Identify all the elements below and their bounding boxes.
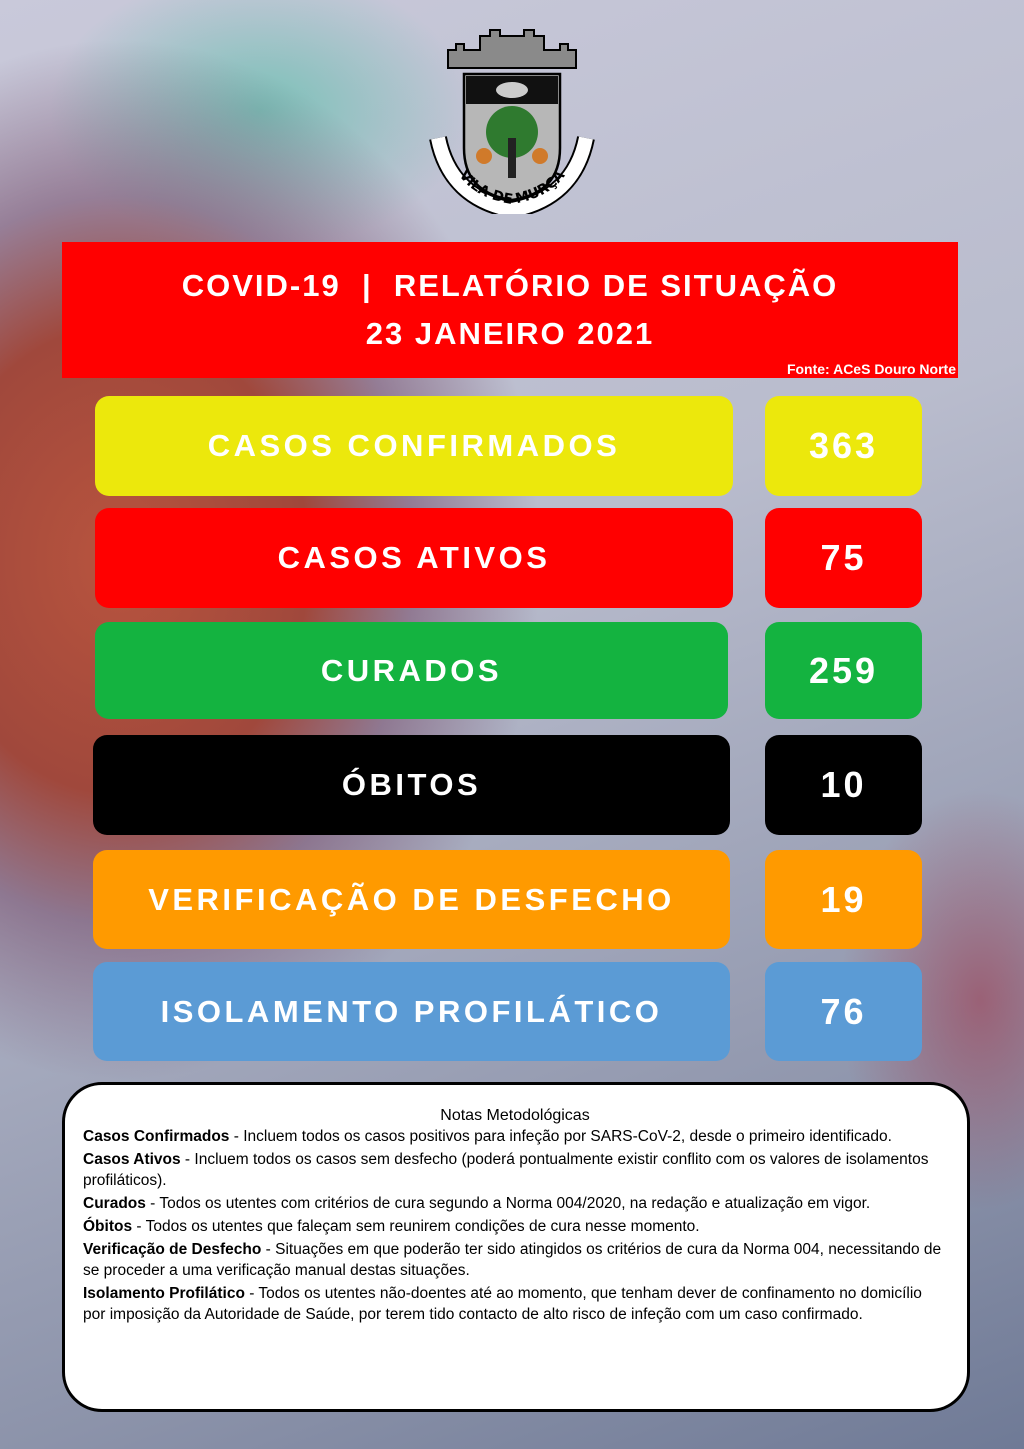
stat-value-confirmed: 363 xyxy=(765,396,922,496)
data-source: Fonte: ACeS Douro Norte xyxy=(786,361,956,377)
stat-label-prophylactic-isolation: ISOLAMENTO PROFILÁTICO xyxy=(93,962,730,1061)
report-header: COVID-19 | RELATÓRIO DE SITUAÇÃO 23 JANE… xyxy=(62,242,958,378)
report-title: COVID-19 | RELATÓRIO DE SITUAÇÃO xyxy=(181,268,839,303)
stat-value-recovered: 259 xyxy=(765,622,922,719)
notes-title: Notas Metodológicas xyxy=(440,1107,590,1124)
stat-label-recovered: CURADOS xyxy=(95,622,728,719)
stat-value-deaths: 10 xyxy=(765,735,922,835)
note-item: Casos Confirmados - Incluem todos os cas… xyxy=(83,1128,892,1145)
stat-value-active: 75 xyxy=(765,508,922,608)
stat-label-deaths: ÓBITOS xyxy=(93,735,730,835)
stat-label-outcome-verification: VERIFICAÇÃO DE DESFECHO xyxy=(93,850,730,949)
note-item: Casos Ativos - Incluem todos os casos se… xyxy=(83,1151,929,1189)
report-date: 23 JANEIRO 2021 xyxy=(365,316,655,351)
stat-label-confirmed: CASOS CONFIRMADOS xyxy=(95,396,733,496)
stat-value-outcome-verification: 19 xyxy=(765,850,922,949)
stat-value-prophylactic-isolation: 76 xyxy=(765,962,922,1061)
note-item: Curados - Todos os utentes com critérios… xyxy=(83,1195,871,1212)
note-item: Óbitos - Todos os utentes que faleçam se… xyxy=(83,1218,700,1235)
methodology-notes: Notas Metodológicas Casos Confirmados - … xyxy=(62,1082,970,1412)
stat-label-active: CASOS ATIVOS xyxy=(95,508,733,608)
note-item: Isolamento Profilático - Todos os utente… xyxy=(83,1285,922,1323)
note-item: Verificação de Desfecho - Situações em q… xyxy=(83,1241,942,1279)
vila-de-murca-coat-of-arms-logo: VILA DE MURÇA xyxy=(429,29,595,214)
